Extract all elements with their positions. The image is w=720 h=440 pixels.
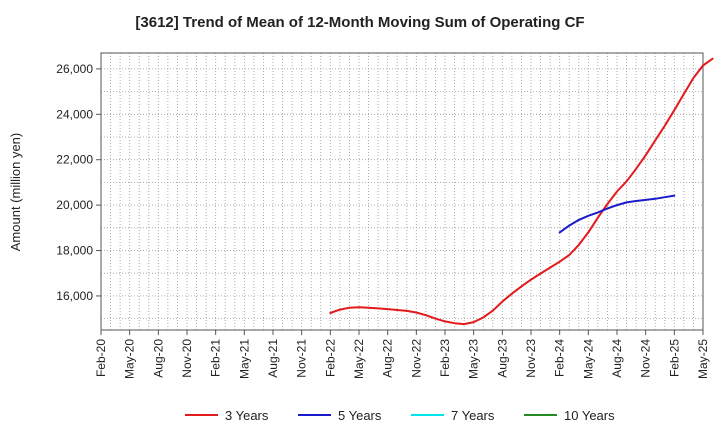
x-axis: Feb-20 May-20 Aug-20 Nov-20 Feb-21 May-21 Aug-… [94,330,710,379]
x-tick-label: Feb-25 [667,339,681,377]
y-tick-label: 20,000 [56,198,93,212]
x-tick-label: Nov-21 [295,339,309,378]
x-tick-label: May-22 [352,339,366,379]
x-tick-label: Nov-22 [409,339,423,378]
series-lines [329,57,714,326]
x-tick-label: Aug-20 [151,339,165,378]
x-tick-label: May-20 [123,339,137,379]
y-tick-label: 24,000 [56,107,93,121]
legend-label: 10 Years [564,408,615,423]
x-tick-label: May-25 [696,339,710,379]
y-axis-label: Amount (million yen) [8,133,23,252]
x-tick-label: May-24 [581,339,595,379]
legend-label: 7 Years [451,408,495,423]
legend-label: 5 Years [338,408,382,423]
y-tick-label: 22,000 [56,153,93,167]
x-tick-label: Nov-20 [180,339,194,378]
y-axis: 16,000 18,000 20,000 22,000 24,000 26,000 [56,62,101,303]
x-tick-label: May-21 [237,339,251,379]
x-tick-label: Nov-24 [639,339,653,378]
x-tick-label: Feb-23 [438,339,452,377]
y-tick-label: 16,000 [56,289,93,303]
chart-title: [3612] Trend of Mean of 12-Month Moving … [135,14,584,31]
plot-frame [100,52,704,331]
series-line-5-years [558,194,676,234]
x-tick-label: Aug-23 [495,339,509,378]
x-tick-label: Feb-22 [323,339,337,377]
x-tick-label: Feb-20 [94,339,108,377]
x-tick-label: Nov-23 [524,339,538,378]
x-tick-label: Aug-24 [610,339,624,378]
legend: 3 Years 5 Years 7 Years 10 Years [185,408,615,423]
x-tick-label: Aug-22 [381,339,395,378]
series-line-3-years [329,57,714,326]
legend-label: 3 Years [225,408,269,423]
y-tick-label: 26,000 [56,62,93,76]
grid [101,53,703,330]
y-tick-label: 18,000 [56,244,93,258]
x-tick-label: Feb-24 [553,339,567,377]
x-tick-label: Aug-21 [266,339,280,378]
x-tick-label: Feb-21 [209,339,223,377]
x-tick-label: May-23 [467,339,481,379]
